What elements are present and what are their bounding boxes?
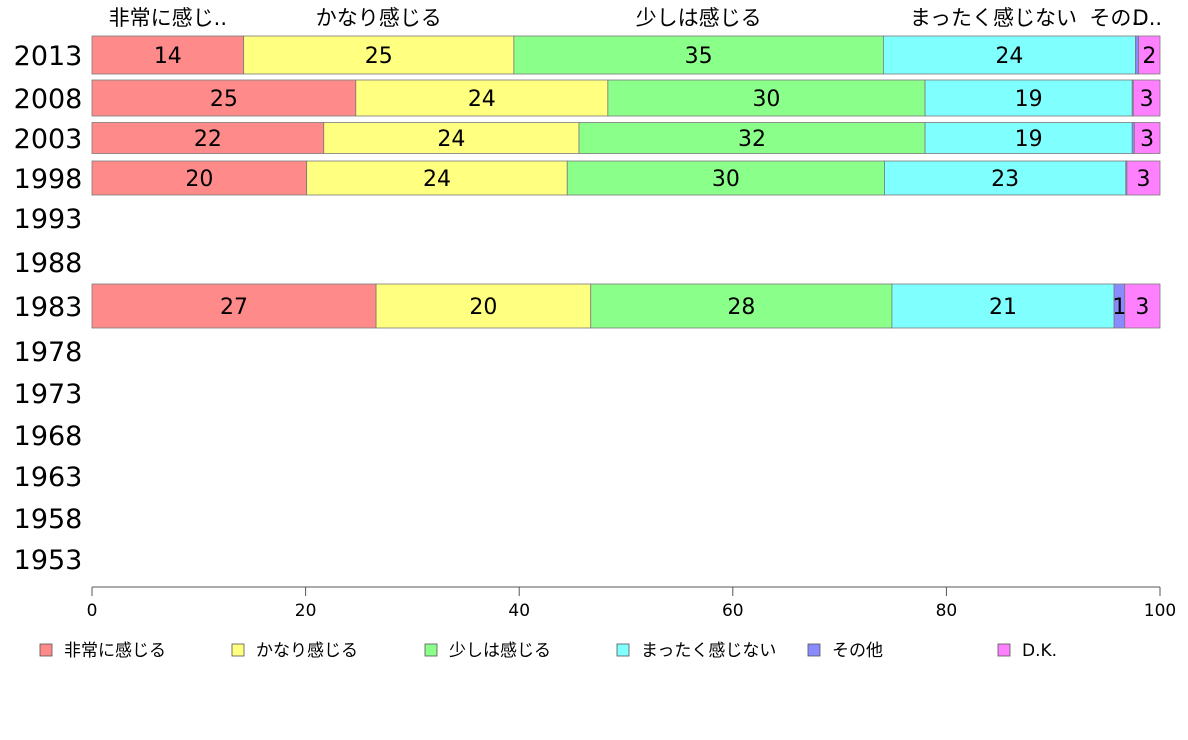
year-label: 2008 (14, 84, 83, 115)
data-label: 2 (1142, 44, 1156, 69)
data-label: 20 (469, 295, 497, 320)
column-header-label: 非常に感じ.. (109, 6, 227, 30)
data-label: 24 (423, 167, 451, 192)
data-label: 28 (727, 295, 755, 320)
year-label: 1953 (14, 545, 83, 576)
bar-segment (1126, 160, 1161, 196)
year-label: 2013 (14, 41, 83, 72)
bar-segment (590, 283, 893, 329)
data-label: 14 (154, 44, 182, 69)
bar-segment (91, 160, 308, 196)
year-label: 1993 (14, 204, 83, 235)
data-label: 24 (468, 87, 496, 112)
data-label: 24 (995, 44, 1023, 69)
year-label: 1983 (14, 292, 83, 323)
bar-segment (355, 79, 609, 117)
data-label: 27 (220, 295, 248, 320)
x-tick-label: 20 (295, 601, 317, 621)
bar-segment (882, 35, 1136, 75)
data-label: 30 (712, 167, 740, 192)
data-label: 3 (1136, 167, 1150, 192)
bar-segment (607, 79, 926, 117)
data-label: 23 (991, 167, 1019, 192)
bar-segment (91, 79, 357, 117)
data-label: 3 (1140, 127, 1154, 152)
legend-swatch (231, 643, 245, 657)
legend-label: 非常に感じる (64, 641, 166, 661)
year-label: 1968 (14, 421, 83, 452)
column-header-label: その.. (1089, 6, 1144, 30)
x-tick-label: 60 (722, 601, 744, 621)
data-label: 25 (210, 87, 238, 112)
bar-segment (375, 283, 592, 329)
column-header-label: D.. (1133, 6, 1163, 30)
data-label: 21 (989, 295, 1017, 320)
year-label: 1963 (14, 462, 83, 493)
bar-segment (91, 122, 325, 154)
bar-segment (323, 122, 580, 154)
year-label: 1978 (14, 337, 83, 368)
data-label: 24 (437, 127, 465, 152)
bar-segment (891, 283, 1115, 329)
data-label: 20 (185, 167, 213, 192)
column-header-label: 少しは感じる (636, 6, 762, 30)
bar-segment (306, 160, 568, 196)
data-label: 35 (685, 44, 713, 69)
bar-segment (1133, 122, 1161, 154)
year-label: 1998 (14, 164, 83, 195)
bar-segment (924, 79, 1133, 117)
x-tick-label: 40 (508, 601, 530, 621)
bar-segment (1124, 283, 1161, 329)
column-header-label: かなり感じる (316, 6, 442, 30)
data-label: 19 (1015, 87, 1043, 112)
bar-segment (1138, 35, 1161, 75)
legend-label: D.K. (1022, 641, 1057, 661)
x-tick-label: 100 (1144, 601, 1176, 621)
bar-segment (91, 35, 245, 75)
data-label: 19 (1015, 127, 1043, 152)
year-label: 1973 (14, 379, 83, 410)
legend-swatch (39, 643, 53, 657)
year-label: 1988 (14, 248, 83, 279)
legend-label: 少しは感じる (449, 641, 551, 661)
bar-segment (243, 35, 515, 75)
legend-label: かなり感じる (256, 641, 358, 661)
legend-swatch (424, 643, 438, 657)
legend-swatch (616, 643, 630, 657)
data-label: 3 (1135, 295, 1149, 320)
legend-swatch (807, 643, 821, 657)
data-label: 32 (738, 127, 766, 152)
data-label: 22 (194, 127, 222, 152)
bar-segment (91, 283, 377, 329)
data-label: 25 (365, 44, 393, 69)
x-tick-label: 80 (936, 601, 958, 621)
bar-segment (566, 160, 885, 196)
data-label: 3 (1140, 87, 1154, 112)
data-label: 1 (1112, 295, 1126, 320)
year-label: 2003 (14, 124, 83, 155)
legend-label: その他 (832, 641, 883, 661)
year-label: 1958 (14, 504, 83, 535)
bar-segment (513, 35, 884, 75)
legend-label: まったく感じない (641, 641, 776, 661)
bar-segment (1135, 35, 1140, 75)
bar-segment (1132, 79, 1161, 117)
data-label: 30 (752, 87, 780, 112)
column-header-label: まったく感じない (910, 6, 1077, 30)
legend-swatch (997, 643, 1011, 657)
x-tick-label: 0 (87, 601, 98, 621)
bar-segment (578, 122, 926, 154)
